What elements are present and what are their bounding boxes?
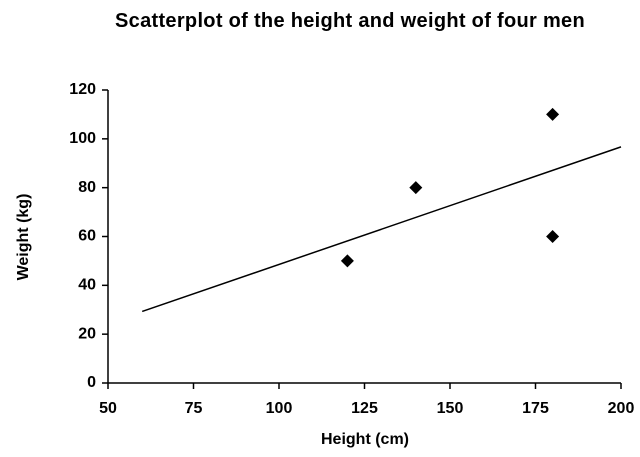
chart-title: Scatterplot of the height and weight of … — [115, 10, 585, 32]
y-tick-label: 80 — [78, 179, 96, 196]
x-tick-label: 75 — [185, 400, 203, 417]
y-tick-label: 20 — [78, 325, 96, 342]
x-tick-label: 175 — [522, 400, 549, 417]
x-tick-label: 150 — [437, 400, 464, 417]
y-axis-label: Weight (kg) — [15, 194, 32, 281]
y-tick-label: 60 — [78, 228, 96, 245]
trend-line — [141, 146, 622, 313]
point — [340, 254, 354, 268]
x-tick-label: 200 — [608, 400, 635, 417]
x-tick-label: 125 — [351, 400, 378, 417]
point — [409, 181, 423, 195]
x-tick-label: 50 — [99, 400, 117, 417]
x-axis-label: Height (cm) — [321, 431, 409, 448]
point — [546, 107, 560, 121]
y-tick-label: 0 — [87, 374, 96, 391]
y-tick-label: 100 — [69, 130, 96, 147]
y-tick-label: 120 — [69, 81, 96, 98]
point — [546, 230, 560, 243]
x-tick-label: 100 — [266, 400, 293, 417]
y-tick-label: 40 — [78, 277, 96, 294]
